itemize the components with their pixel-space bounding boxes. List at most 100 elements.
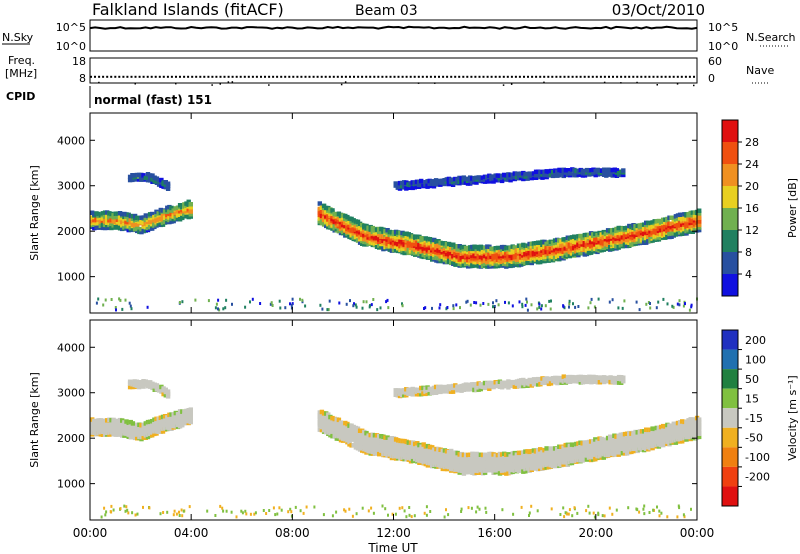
freq-point — [523, 75, 525, 78]
ground-scatter-cell — [162, 511, 165, 514]
scatter-cell — [163, 387, 168, 393]
freq-point — [632, 75, 635, 78]
ground-scatter-cell — [294, 505, 297, 509]
ground-scatter-cell — [95, 301, 98, 305]
freq-point — [324, 75, 327, 78]
ground-scatter-cell — [593, 515, 596, 519]
scatter-cell — [163, 393, 168, 398]
freq-point — [146, 75, 149, 78]
scatter-cell — [177, 209, 183, 214]
freq-tick-right-top: 60 — [708, 55, 722, 68]
ground-scatter-cell — [511, 304, 514, 308]
ground-scatter-cell — [291, 297, 294, 301]
scatter-cell — [402, 250, 407, 256]
scatter-cell — [459, 388, 464, 393]
scatter-cell — [438, 240, 443, 246]
nave-point — [693, 84, 695, 87]
freq-point — [373, 75, 376, 78]
scatter-cell — [379, 244, 384, 249]
ground-scatter-cell — [348, 507, 351, 511]
ground-scatter-cell — [217, 307, 219, 311]
scatter-cell — [366, 229, 371, 235]
scatter-cell — [565, 240, 570, 245]
scatter-cell — [565, 168, 571, 173]
nave-point — [175, 82, 177, 85]
ground-scatter-cell — [588, 511, 591, 515]
noise-panel: N.Sky N.Search 10^5 10^0 10^5 10^0 — [2, 19, 796, 53]
scatter-cell — [353, 234, 359, 240]
freq-point — [603, 75, 606, 78]
ground-scatter-cell — [103, 506, 106, 510]
scatter-cell — [588, 250, 594, 255]
ground-scatter-cell — [672, 305, 675, 309]
ground-scatter-cell — [355, 512, 358, 516]
ground-scatter-cell — [585, 509, 588, 513]
ground-scatter-cell — [638, 510, 641, 514]
freq-point — [616, 75, 619, 78]
scatter-cell — [328, 430, 333, 436]
scatter-cell — [661, 432, 666, 438]
scatter-cell — [127, 174, 133, 180]
freq-point — [94, 75, 96, 78]
freq-point — [199, 75, 202, 78]
scatter-cell — [100, 432, 106, 437]
freq-point — [571, 75, 574, 78]
scatter-cell — [697, 422, 702, 427]
freq-point — [434, 75, 436, 78]
scatter-cell — [438, 464, 443, 469]
scatter-cell — [141, 173, 146, 178]
scatter-cell — [177, 217, 183, 222]
cpid-value: normal (fast) 151 — [94, 93, 212, 107]
nave-point — [231, 81, 234, 83]
ground-scatter-cell — [446, 306, 449, 309]
scatter-cell — [150, 211, 155, 217]
ground-scatter-cell — [194, 298, 197, 302]
ground-scatter-cell — [178, 301, 181, 304]
ground-scatter-cell — [666, 515, 669, 519]
scatter-cell — [130, 423, 136, 429]
ground-scatter-cell — [368, 305, 371, 309]
freq-point — [288, 75, 291, 78]
y-tick-label: 1000 — [57, 271, 85, 284]
scatter-cell — [374, 446, 380, 452]
scatter-cell — [493, 255, 498, 260]
ground-scatter-cell — [538, 302, 541, 306]
scatter-cell — [162, 422, 168, 427]
ground-scatter-cell — [290, 303, 293, 307]
ground-scatter-cell — [501, 508, 504, 512]
ground-scatter-cell — [475, 510, 478, 514]
scatter-cell — [621, 172, 626, 178]
scatter-cell — [482, 468, 488, 473]
scatter-cell — [161, 184, 166, 189]
scatter-cell — [161, 386, 166, 391]
ground-scatter-cell — [593, 305, 596, 309]
freq-point — [195, 75, 198, 78]
freq-point — [660, 75, 663, 78]
freq-point — [608, 75, 610, 78]
scatter-cell — [561, 374, 566, 379]
ground-scatter-cell — [262, 509, 265, 512]
ground-scatter-cell — [104, 298, 107, 302]
ground-scatter-cell — [365, 300, 368, 304]
scatter-cell — [136, 177, 142, 182]
ground-scatter-cell — [97, 297, 100, 301]
ground-scatter-cell — [279, 306, 282, 310]
scatter-cell — [438, 248, 443, 253]
ground-scatter-cell — [467, 506, 470, 510]
freq-point — [369, 75, 372, 78]
freq-point — [514, 75, 517, 78]
ground-scatter-cell — [251, 297, 254, 301]
ground-scatter-cell — [603, 514, 606, 518]
ground-scatter-cell — [278, 299, 281, 303]
scatter-cell — [385, 439, 390, 444]
ground-scatter-cell — [166, 510, 169, 514]
freq-point — [349, 75, 351, 78]
scatter-cell — [697, 225, 702, 230]
ground-scatter-cell — [215, 302, 218, 306]
scatter-cell — [697, 219, 702, 224]
ground-scatter-cell — [289, 302, 291, 306]
ground-scatter-cell — [354, 303, 357, 307]
freq-point — [458, 75, 461, 78]
ground-scatter-cell — [301, 298, 304, 302]
